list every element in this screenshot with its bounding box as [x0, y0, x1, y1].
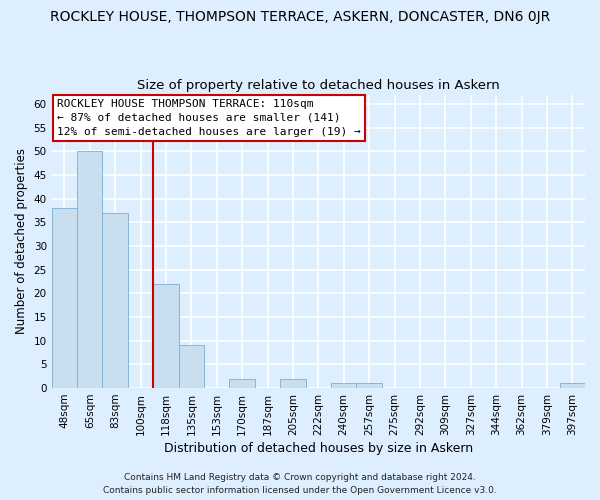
- Bar: [77, 152, 103, 388]
- Bar: [153, 284, 179, 388]
- Bar: [179, 346, 204, 388]
- Title: Size of property relative to detached houses in Askern: Size of property relative to detached ho…: [137, 79, 500, 92]
- Text: ROCKLEY HOUSE THOMPSON TERRACE: 110sqm
← 87% of detached houses are smaller (141: ROCKLEY HOUSE THOMPSON TERRACE: 110sqm ←…: [57, 99, 361, 137]
- Text: Contains HM Land Registry data © Crown copyright and database right 2024.
Contai: Contains HM Land Registry data © Crown c…: [103, 474, 497, 495]
- Y-axis label: Number of detached properties: Number of detached properties: [15, 148, 28, 334]
- Text: ROCKLEY HOUSE, THOMPSON TERRACE, ASKERN, DONCASTER, DN6 0JR: ROCKLEY HOUSE, THOMPSON TERRACE, ASKERN,…: [50, 10, 550, 24]
- X-axis label: Distribution of detached houses by size in Askern: Distribution of detached houses by size …: [164, 442, 473, 455]
- Bar: [356, 384, 382, 388]
- Bar: [103, 213, 128, 388]
- Bar: [280, 378, 305, 388]
- Bar: [229, 378, 255, 388]
- Bar: [560, 384, 585, 388]
- Bar: [52, 208, 77, 388]
- Bar: [331, 384, 356, 388]
